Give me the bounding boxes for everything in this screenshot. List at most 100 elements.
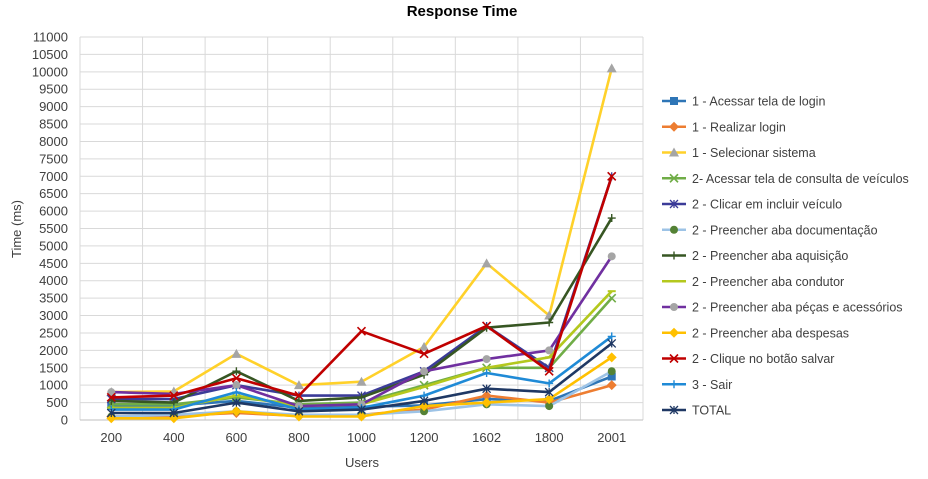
legend-item: 2- Acessar tela de consulta de veículos: [662, 172, 909, 186]
legend-item: 2 - Preencher aba aquisição: [662, 249, 848, 263]
data-point: [607, 332, 616, 341]
x-tick-label: 1602: [472, 430, 501, 445]
y-tick-label: 4500: [39, 256, 68, 271]
data-point: [419, 341, 430, 351]
y-tick-label: 6000: [39, 204, 68, 219]
data-point: [607, 171, 617, 181]
legend-item: 2 - Clicar em incluir veículo: [662, 198, 842, 212]
chart-legend: 1 - Acessar tela de login 1 - Realizar lo…: [662, 95, 909, 418]
legend-marker: [670, 303, 678, 311]
legend-marker: [669, 199, 679, 209]
legend-label: 1 - Acessar tela de login: [692, 95, 825, 109]
y-axis-title: Time (ms): [9, 200, 24, 258]
legend-label: 2 - Preencher aba péças e acessórios: [692, 301, 903, 315]
legend-marker: [669, 147, 679, 157]
data-point: [607, 338, 617, 348]
x-tick-label: 2001: [597, 430, 626, 445]
x-tick-label: 400: [163, 430, 185, 445]
data-point: [545, 346, 554, 355]
data-point: [356, 326, 367, 336]
y-tick-label: 8000: [39, 134, 68, 149]
y-tick-label: 5500: [39, 221, 68, 236]
data-point: [106, 408, 116, 418]
data-point: [420, 407, 429, 416]
data-point: [232, 388, 241, 397]
y-tick-label: 9500: [39, 82, 68, 97]
data-point: [293, 380, 304, 390]
y-tick-label: 3500: [39, 291, 68, 306]
legend-marker: [670, 225, 678, 234]
data-point: [106, 392, 116, 402]
data-point: [169, 398, 178, 407]
x-tick-label: 600: [226, 430, 248, 445]
y-tick-label: 8500: [39, 117, 68, 132]
data-point: [545, 402, 554, 411]
data-point: [356, 376, 367, 386]
data-point: [544, 366, 554, 376]
legend-marker: [670, 380, 678, 389]
series-line: [111, 175, 613, 399]
x-tick-label: 800: [288, 430, 310, 445]
y-tick-label: 11000: [33, 30, 68, 45]
y-tick-label: 0: [61, 413, 68, 428]
legend-label: 2 - Preencher aba despesas: [692, 326, 849, 340]
data-point: [481, 390, 492, 401]
legend-marker: [670, 251, 678, 260]
y-tick-label: 1000: [39, 378, 68, 393]
data-point: [607, 372, 616, 381]
legend-label: 2 - Preencher aba condutor: [692, 275, 844, 289]
data-point: [294, 391, 304, 401]
legend-label: 1 - Realizar login: [692, 120, 786, 134]
data-point: [357, 405, 366, 415]
y-tick-label: 7000: [39, 169, 68, 184]
legend-label: 2 - Preencher aba aquisição: [692, 249, 848, 263]
data-point: [481, 258, 492, 268]
y-tick-label: 10500: [32, 47, 68, 62]
legend-item: 1 - Acessar tela de login: [662, 95, 825, 109]
legend-item: 1 - Realizar login: [662, 120, 786, 134]
data-point: [545, 318, 554, 327]
legend-label: 2 - Clique no botão salvar: [692, 352, 834, 366]
data-point: [545, 379, 554, 388]
data-point: [231, 348, 242, 358]
data-point: [357, 393, 366, 402]
legend-marker: [669, 405, 679, 415]
legend-label: 2- Acessar tela de consulta de veículos: [692, 172, 909, 186]
legend-label: TOTAL: [692, 404, 731, 418]
series-10: [106, 352, 617, 424]
data-point: [420, 367, 429, 376]
data-point: [169, 408, 179, 418]
data-point: [481, 397, 492, 408]
legend-item: TOTAL: [662, 404, 731, 418]
series-line: [111, 67, 613, 394]
legend-item: 2 - Preencher aba despesas: [662, 326, 849, 340]
data-point: [606, 352, 617, 363]
data-point: [232, 367, 241, 376]
data-point: [607, 252, 616, 261]
y-tick-label: 6500: [39, 186, 68, 201]
y-tick-label: 5000: [39, 238, 68, 253]
y-tick-label: 4000: [39, 273, 68, 288]
y-tick-label: 1500: [39, 360, 68, 375]
legend-item: 2 - Clique no botão salvar: [662, 352, 834, 366]
legend-item: 2 - Preencher aba péças e acessórios: [662, 301, 903, 315]
data-point: [606, 380, 617, 391]
data-point: [169, 391, 179, 401]
data-point: [482, 368, 491, 377]
data-point: [419, 396, 429, 406]
legend-item: 2 - Preencher aba documentação: [662, 223, 878, 237]
legend-item: 2 - Preencher aba condutor: [662, 275, 844, 289]
legend-label: 1 - Selecionar sistema: [692, 146, 816, 160]
data-point: [294, 406, 304, 416]
series-13: [106, 338, 617, 418]
data-point: [607, 214, 616, 223]
data-point: [231, 373, 241, 383]
x-tick-label: 200: [100, 430, 122, 445]
chart-title: Response Time: [407, 3, 518, 20]
series-lines: [106, 63, 617, 424]
legend-marker: [670, 97, 678, 105]
legend-marker: [669, 173, 679, 183]
series-3: [106, 63, 617, 397]
x-tick-label: 1200: [410, 430, 439, 445]
